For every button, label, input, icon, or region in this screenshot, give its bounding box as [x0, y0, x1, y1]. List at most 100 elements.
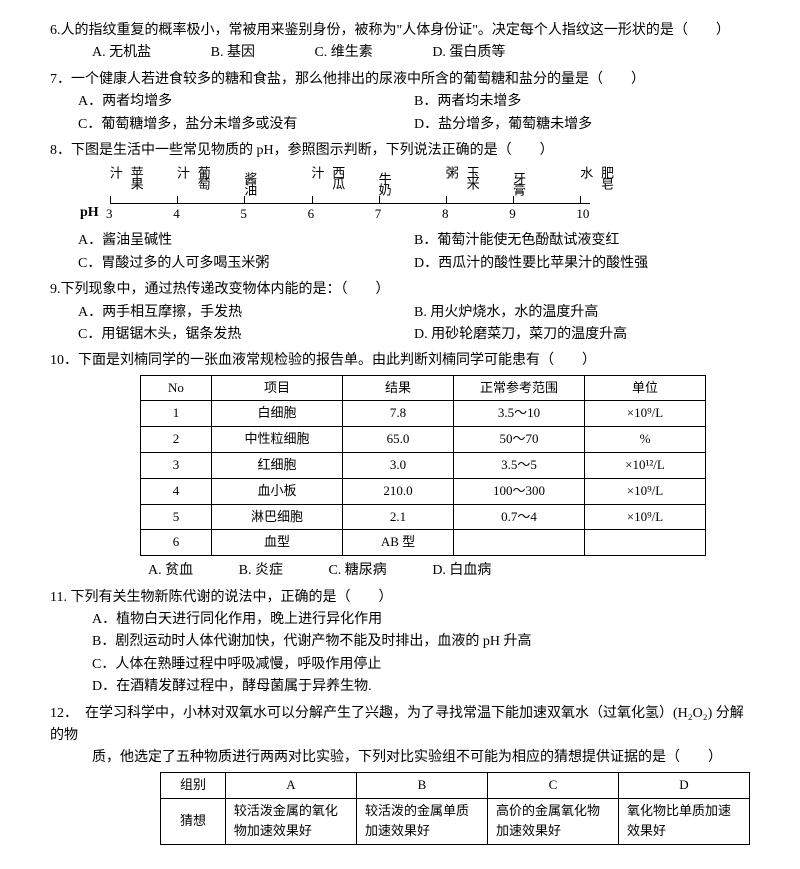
q7-opt-d: D．盐分增多，葡萄糖未增多 — [414, 114, 750, 136]
ph-number: 7 — [375, 204, 382, 225]
table-row: 2中性粒细胞65.050～70% — [141, 427, 706, 453]
q9-opt-d: D. 用砂轮磨菜刀，菜刀的温度升高 — [414, 324, 750, 346]
table-cell: 2.1 — [343, 504, 454, 530]
table-cell: 2 — [141, 427, 212, 453]
table-cell: 淋巴细胞 — [212, 504, 343, 530]
q10-opt-a: A. 贫血 — [148, 563, 193, 578]
table-cell — [585, 530, 706, 556]
ph-item-label: 葡萄汁 — [171, 166, 213, 194]
table-row: 3红细胞3.03.5～5×10¹²/L — [141, 453, 706, 479]
ph-item-label: 西瓜汁 — [306, 166, 348, 194]
ph-scale: pH 3苹果汁4葡萄汁5酱油6西瓜汁7牛奶8玉米粥9牙膏10肥皂水 — [110, 166, 750, 226]
q9-options-row1: A．两手相互摩擦，手发热 B. 用火炉烧水，水的温度升高 — [50, 302, 750, 324]
q10-text: 10．下面是刘楠同学的一张血液常规检验的报告单。由此判断刘楠同学可能患有（ ） — [50, 350, 750, 372]
table-cell: 65.0 — [343, 427, 454, 453]
q10-opt-d: D. 白血病 — [432, 563, 491, 578]
q7-options-row1: A．两者均增多 B．两者均未增多 — [50, 91, 750, 113]
ph-number: 5 — [240, 204, 247, 225]
q10-th-no: No — [141, 375, 212, 401]
q12-th-d: D — [618, 772, 749, 798]
table-cell: 210.0 — [343, 478, 454, 504]
ph-number: 9 — [509, 204, 516, 225]
ph-item-label: 牛奶 — [373, 172, 394, 194]
table-cell — [454, 530, 585, 556]
table-cell: 1 — [141, 401, 212, 427]
q8-opt-c: C．胃酸过多的人可多喝玉米粥 — [78, 253, 414, 275]
q12-th-a: A — [225, 772, 356, 798]
q12-cell-b: 较活泼的金属单质加速效果好 — [356, 798, 487, 845]
q8-opt-b: B．葡萄汁能使无色酚酞试液变红 — [414, 230, 750, 252]
table-cell: 血型 — [212, 530, 343, 556]
table-cell: 6 — [141, 530, 212, 556]
table-cell: 白细胞 — [212, 401, 343, 427]
table-cell: 100～300 — [454, 478, 585, 504]
ph-item-label: 牙膏 — [507, 172, 528, 194]
q12-text: 12． 在学习科学中，小林对双氧水可以分解产生了兴趣，为了寻找常温下能加速双氧水… — [50, 703, 750, 748]
q12-cell-c: 高价的金属氧化物加速效果好 — [487, 798, 618, 845]
q8-options-row2: C．胃酸过多的人可多喝玉米粥 D．西瓜汁的酸性要比苹果汁的酸性强 — [50, 253, 750, 275]
table-cell: ×10⁹/L — [585, 478, 706, 504]
q6-text: 6.人的指纹重复的概率极小，常被用来鉴别身份，被称为"人体身份证"。决定每个人指… — [50, 20, 750, 42]
ph-item-label: 肥皂水 — [574, 166, 616, 194]
q11-text: 11. 下列有关生物新陈代谢的说法中，正确的是（ ） — [50, 587, 750, 609]
table-row: 4血小板210.0100～300×10⁹/L — [141, 478, 706, 504]
table-cell: 3.5～5 — [454, 453, 585, 479]
ph-number: 6 — [308, 204, 315, 225]
q11-opt-b: B．剧烈运动时人体代谢加快，代谢产物不能及时排出，血液的 pH 升高 — [50, 631, 750, 653]
q10-th-item: 项目 — [212, 375, 343, 401]
question-10: 10．下面是刘楠同学的一张血液常规检验的报告单。由此判断刘楠同学可能患有（ ） … — [50, 350, 750, 582]
question-12: 12． 在学习科学中，小林对双氧水可以分解产生了兴趣，为了寻找常温下能加速双氧水… — [50, 703, 750, 846]
q6-opt-c: C. 维生素 — [314, 45, 372, 60]
table-cell: % — [585, 427, 706, 453]
q6-opt-a: A. 无机盐 — [92, 45, 151, 60]
q8-opt-d: D．西瓜汁的酸性要比苹果汁的酸性强 — [414, 253, 750, 275]
q6-opt-b: B. 基因 — [211, 45, 255, 60]
table-cell: 3.0 — [343, 453, 454, 479]
ph-item-label: 玉米粥 — [440, 166, 482, 194]
q10-th-range: 正常参考范围 — [454, 375, 585, 401]
q12-row-label: 猜想 — [161, 798, 226, 845]
ph-number: 8 — [442, 204, 449, 225]
q10-table: No 项目 结果 正常参考范围 单位 1白细胞7.83.5～10×10⁹/L2中… — [140, 375, 706, 557]
question-7: 7．一个健康人若进食较多的糖和食盐，那么他排出的尿液中所含的葡萄糖和盐分的量是（… — [50, 69, 750, 136]
q12-cell-a: 较活泼金属的氧化物加速效果好 — [225, 798, 356, 845]
table-row: 1白细胞7.83.5～10×10⁹/L — [141, 401, 706, 427]
q11-opt-a: A．植物白天进行同化作用，晚上进行异化作用 — [50, 609, 750, 631]
q11-opt-c: C．人体在熟睡过程中呼吸减慢，呼吸作用停止 — [50, 654, 750, 676]
q9-text: 9.下列现象中，通过热传递改变物体内能的是：（ ） — [50, 279, 750, 301]
q8-opt-a: A．酱油呈碱性 — [78, 230, 414, 252]
q9-options-row2: C．用锯锯木头，锯条发热 D. 用砂轮磨菜刀，菜刀的温度升高 — [50, 324, 750, 346]
q12-table: 组别 A B C D 猜想 较活泼金属的氧化物加速效果好 较活泼的金属单质加速效… — [160, 772, 750, 845]
q6-opt-d: D. 蛋白质等 — [432, 45, 505, 60]
q7-options-row2: C．葡萄糖增多，盐分未增多或没有 D．盐分增多，葡萄糖未增多 — [50, 114, 750, 136]
q10-th-res: 结果 — [343, 375, 454, 401]
table-cell: 中性粒细胞 — [212, 427, 343, 453]
q9-opt-b: B. 用火炉烧水，水的温度升高 — [414, 302, 750, 324]
q12-table-row: 猜想 较活泼金属的氧化物加速效果好 较活泼的金属单质加速效果好 高价的金属氧化物… — [161, 798, 750, 845]
q10-opt-b: B. 炎症 — [239, 563, 283, 578]
q6-options: A. 无机盐 B. 基因 C. 维生素 D. 蛋白质等 — [50, 42, 750, 64]
question-9: 9.下列现象中，通过热传递改变物体内能的是：（ ） A．两手相互摩擦，手发热 B… — [50, 279, 750, 346]
question-6: 6.人的指纹重复的概率极小，常被用来鉴别身份，被称为"人体身份证"。决定每个人指… — [50, 20, 750, 65]
table-cell: 0.7～4 — [454, 504, 585, 530]
ph-item-label: 酱油 — [238, 172, 259, 194]
ph-axis-line — [110, 203, 590, 204]
q10-opt-c: C. 糖尿病 — [328, 563, 386, 578]
ph-item-label: 苹果汁 — [104, 166, 146, 194]
ph-number: 10 — [576, 204, 589, 225]
table-cell: 红细胞 — [212, 453, 343, 479]
q8-text: 8．下图是生活中一些常见物质的 pH，参照图示判断，下列说法正确的是（ ） — [50, 140, 750, 162]
q8-options-row1: A．酱油呈碱性 B．葡萄汁能使无色酚酞试液变红 — [50, 230, 750, 252]
table-cell: ×10¹²/L — [585, 453, 706, 479]
q12-text2: 质，他选定了五种物质进行两两对比实验，下列对比实验组不可能为相应的猜想提供证据的… — [50, 747, 750, 769]
q12-cell-d: 氧化物比单质加速效果好 — [618, 798, 749, 845]
table-row: 5淋巴细胞2.10.7～4×10⁹/L — [141, 504, 706, 530]
q12-table-header-row: 组别 A B C D — [161, 772, 750, 798]
q12-th-grp: 组别 — [161, 772, 226, 798]
q11-opt-d: D．在酒精发酵过程中，酵母菌属于异养生物. — [50, 676, 750, 698]
q9-opt-a: A．两手相互摩擦，手发热 — [78, 302, 414, 324]
ph-number: 3 — [106, 204, 113, 225]
q7-opt-c: C．葡萄糖增多，盐分未增多或没有 — [78, 114, 414, 136]
q12-th-b: B — [356, 772, 487, 798]
q7-opt-a: A．两者均增多 — [78, 91, 414, 113]
